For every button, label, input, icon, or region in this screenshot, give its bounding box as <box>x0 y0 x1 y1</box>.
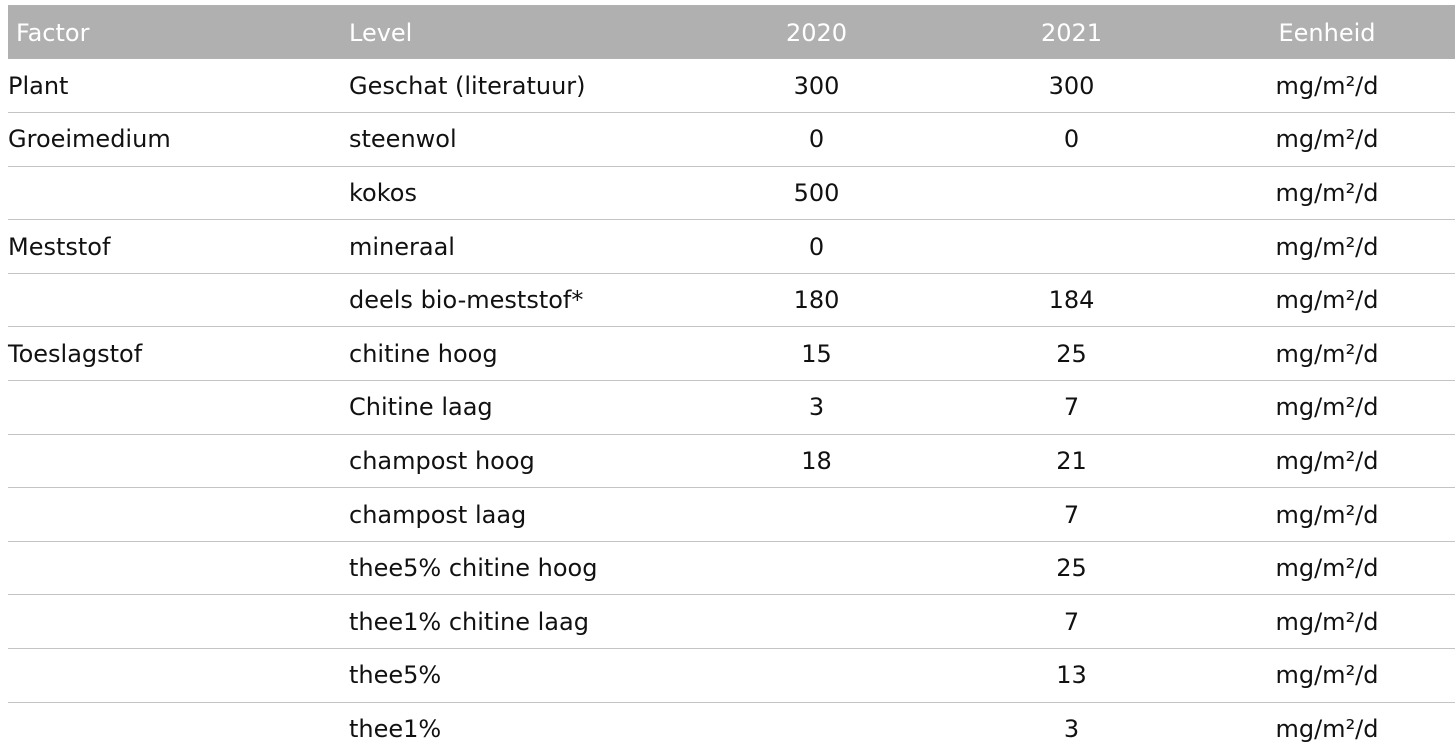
cell-level: Geschat (literatuur) <box>349 71 586 100</box>
table-row: Groeimedium steenwol 0 0 mg/m²/d <box>8 113 1455 167</box>
table-row: Plant Geschat (literatuur) 300 300 mg/m²/d <box>8 59 1455 113</box>
cell-eenheid: mg/m²/d <box>1275 715 1379 744</box>
table-row: deels bio-meststof* 180 184 mg/m²/d <box>8 273 1455 327</box>
cell-2020: 0 <box>808 232 825 261</box>
cell-factor: Groeimedium <box>8 125 171 154</box>
cell-2020: 300 <box>793 71 840 100</box>
cell-factor <box>8 595 341 649</box>
header-2021: 2021 <box>1040 19 1103 47</box>
cell-level: champost laag <box>349 500 527 529</box>
cell-2021: 184 <box>1048 286 1095 315</box>
cell-2020 <box>689 702 944 756</box>
header-level: Level <box>349 19 413 47</box>
cell-factor: Meststof <box>8 232 111 261</box>
cell-2020: 500 <box>793 178 840 207</box>
cell-eenheid: mg/m²/d <box>1275 554 1379 583</box>
cell-2021: 25 <box>1056 339 1087 368</box>
cell-2020 <box>689 541 944 595</box>
cell-2021: 0 <box>1063 125 1080 154</box>
cell-factor <box>8 434 341 488</box>
cell-eenheid: mg/m²/d <box>1275 661 1379 690</box>
cell-level: deels bio-meststof* <box>349 286 584 315</box>
cell-2021 <box>944 166 1199 220</box>
cell-2021: 300 <box>1048 71 1095 100</box>
header-factor: Factor <box>16 19 90 47</box>
cell-2021: 7 <box>1063 500 1080 529</box>
cell-level: kokos <box>349 178 417 207</box>
cell-2020: 15 <box>801 339 832 368</box>
cell-2021: 7 <box>1063 607 1080 636</box>
cell-2020 <box>689 488 944 542</box>
cell-2021: 21 <box>1056 446 1087 475</box>
table-row: thee5% chitine hoog 25 mg/m²/d <box>8 541 1455 595</box>
cell-factor: Toeslagstof <box>8 339 143 368</box>
cell-eenheid: mg/m²/d <box>1275 125 1379 154</box>
cell-level: thee1% <box>349 715 442 744</box>
cell-eenheid: mg/m²/d <box>1275 339 1379 368</box>
table-row: champost hoog 18 21 mg/m²/d <box>8 434 1455 488</box>
cell-factor <box>8 702 341 756</box>
cell-2020 <box>689 649 944 703</box>
cell-eenheid: mg/m²/d <box>1275 178 1379 207</box>
cell-2020: 180 <box>793 286 840 315</box>
table-row: thee5% 13 mg/m²/d <box>8 649 1455 703</box>
cell-level: thee5% chitine hoog <box>349 554 598 583</box>
table-header-row: Factor Level 2020 2021 Eenheid <box>8 5 1455 59</box>
cell-level: mineraal <box>349 232 455 261</box>
cell-eenheid: mg/m²/d <box>1275 607 1379 636</box>
cell-level: champost hoog <box>349 446 535 475</box>
table-row: Toeslagstof chitine hoog 15 25 mg/m²/d <box>8 327 1455 381</box>
cell-2020: 3 <box>808 393 825 422</box>
cell-level: chitine hoog <box>349 339 498 368</box>
cell-eenheid: mg/m²/d <box>1275 71 1379 100</box>
table-row: Meststof mineraal 0 mg/m²/d <box>8 220 1455 274</box>
cell-factor <box>8 166 341 220</box>
cell-factor <box>8 381 341 435</box>
table-row: champost laag 7 mg/m²/d <box>8 488 1455 542</box>
table-row: Chitine laag 3 7 mg/m²/d <box>8 381 1455 435</box>
header-2020: 2020 <box>785 19 848 47</box>
cell-2021: 25 <box>1056 554 1087 583</box>
cell-eenheid: mg/m²/d <box>1275 232 1379 261</box>
table-row: kokos 500 mg/m²/d <box>8 166 1455 220</box>
cell-factor <box>8 541 341 595</box>
cell-factor <box>8 273 341 327</box>
cell-2020: 0 <box>808 125 825 154</box>
cell-factor: Plant <box>8 71 69 100</box>
cell-2020: 18 <box>801 446 832 475</box>
cell-factor <box>8 488 341 542</box>
cell-eenheid: mg/m²/d <box>1275 286 1379 315</box>
cell-eenheid: mg/m²/d <box>1275 446 1379 475</box>
data-table: Factor Level 2020 2021 Eenheid Plant Gesc… <box>8 5 1455 756</box>
table-row: thee1% 3 mg/m²/d <box>8 702 1455 756</box>
cell-2021 <box>944 220 1199 274</box>
cell-level: thee1% chitine laag <box>349 607 589 636</box>
header-eenheid: Eenheid <box>1278 19 1376 47</box>
cell-factor <box>8 649 341 703</box>
cell-eenheid: mg/m²/d <box>1275 393 1379 422</box>
cell-level: thee5% <box>349 661 442 690</box>
cell-2020 <box>689 595 944 649</box>
cell-2021: 7 <box>1063 393 1080 422</box>
cell-level: Chitine laag <box>349 393 493 422</box>
cell-eenheid: mg/m²/d <box>1275 500 1379 529</box>
cell-level: steenwol <box>349 125 457 154</box>
cell-2021: 3 <box>1063 715 1080 744</box>
table-row: thee1% chitine laag 7 mg/m²/d <box>8 595 1455 649</box>
cell-2021: 13 <box>1056 661 1087 690</box>
